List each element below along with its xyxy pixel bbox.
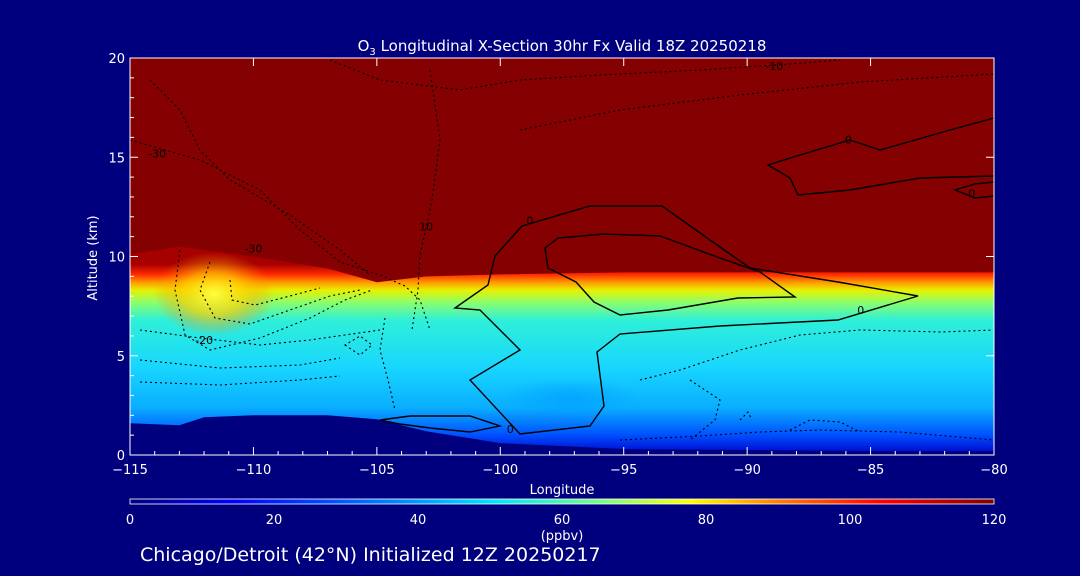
contour-far-right bbox=[952, 181, 994, 199]
contour-labels: -10 -30 -30 -20 10 0 0 0 0 0 bbox=[148, 60, 975, 436]
colorbar bbox=[129, 498, 995, 505]
contour-label: -20 bbox=[195, 334, 213, 347]
colorbar-tick-label: 100 bbox=[838, 513, 863, 528]
warm-bulge-region bbox=[154, 252, 274, 336]
y-tick-label: 20 bbox=[108, 52, 125, 67]
x-tick-label: −90 bbox=[733, 463, 760, 478]
x-axis: −115 −110 −105 −100 −95 −90 −85 −80 bbox=[112, 58, 1008, 478]
contour-label: -10 bbox=[765, 60, 783, 73]
y-axis-label: Altitude (km) bbox=[86, 215, 101, 300]
plot-area: -10 -30 -30 -20 10 0 0 0 0 0 bbox=[130, 58, 994, 455]
contour-label: 0 bbox=[507, 423, 514, 436]
y-tick-label: 0 bbox=[117, 449, 125, 464]
colorbar-ticks: 0 20 40 60 80 100 120 bbox=[126, 513, 1007, 528]
y-tick-label: 5 bbox=[117, 350, 125, 365]
colorbar-tick-label: 20 bbox=[266, 513, 283, 528]
contour-label: 0 bbox=[845, 133, 852, 146]
colorbar-tick-label: 80 bbox=[698, 513, 715, 528]
x-tick-label: −105 bbox=[359, 463, 395, 478]
x-tick-label: −115 bbox=[112, 463, 148, 478]
chart-title: O3 Longitudinal X-Section 30hr Fx Valid … bbox=[358, 37, 767, 58]
stratosphere-region bbox=[130, 58, 994, 283]
x-tick-label: −95 bbox=[610, 463, 637, 478]
y-axis: 0 5 10 15 20 bbox=[108, 52, 994, 464]
x-tick-label: −110 bbox=[236, 463, 272, 478]
contour-label: 10 bbox=[419, 221, 433, 234]
contour-inner-loop bbox=[544, 233, 798, 316]
contour-lines-dotted bbox=[130, 59, 994, 441]
y-tick-label: 10 bbox=[108, 251, 125, 266]
contour-label: 0 bbox=[968, 187, 975, 200]
x-axis-label: Longitude bbox=[530, 483, 595, 498]
colorbar-tick-label: 40 bbox=[410, 513, 427, 528]
colorbar-tick-label: 120 bbox=[982, 513, 1007, 528]
cool-core-region bbox=[500, 378, 640, 418]
colorbar-tick-label: 60 bbox=[554, 513, 571, 528]
y-tick-label: 15 bbox=[108, 151, 125, 166]
x-tick-label: −100 bbox=[482, 463, 518, 478]
contour-label: 0 bbox=[857, 304, 864, 317]
contour-label: 0 bbox=[526, 215, 533, 228]
colorbar-label: (ppbv) bbox=[541, 529, 584, 544]
contour-lines-solid bbox=[379, 117, 994, 435]
contour-label: -30 bbox=[244, 243, 262, 256]
terrain bbox=[130, 415, 994, 455]
x-tick-label: −85 bbox=[857, 463, 884, 478]
footer-caption: Chicago/Detroit (42°N) Initialized 12Z 2… bbox=[140, 544, 601, 566]
x-tick-label: −80 bbox=[980, 463, 1007, 478]
colorbar-tick-label: 0 bbox=[126, 513, 134, 528]
contour-near-terrain bbox=[379, 415, 503, 433]
contour-zero-large bbox=[452, 205, 919, 435]
contour-label: -30 bbox=[148, 147, 166, 160]
contour-upper-right bbox=[766, 117, 994, 196]
